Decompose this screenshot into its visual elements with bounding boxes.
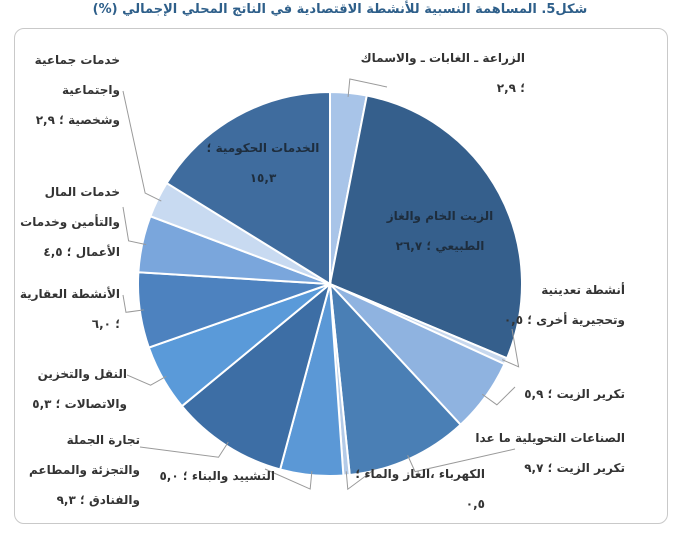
label-government-services: الخدمات الحكومية ؛ ١٥,٣ (206, 141, 320, 185)
label-construction: التشييد والبناء ؛ ٥,٠ (159, 469, 275, 483)
chart-title: شكل5. المساهمة النسبية للأنشطة الاقتصادي… (92, 2, 588, 17)
leader-line (122, 294, 144, 313)
label-trade: تجارة الجملة والتجزئة والمطاعم والفنادق … (29, 433, 140, 507)
label-transport: النقل والتخزين والاتصالات ؛ ٥,٣ (32, 367, 127, 411)
leader-line (345, 468, 376, 491)
leader-line (264, 468, 313, 490)
label-electricity: الكهرباء ،الغاز والماء ؛ ٠,٥ (355, 467, 485, 511)
label-oil-refining: تكرير الزيت ؛ ٥,٩ (524, 387, 625, 401)
leader-line (126, 374, 167, 386)
label-mining-other: أنشطة تعدينية وتحجيرية أخرى ؛ ٠,٥ (503, 283, 625, 327)
pie-slice (165, 90, 331, 286)
leader-line (407, 448, 516, 473)
leader-line (122, 206, 147, 246)
leader-line (122, 90, 162, 202)
label-crude-oil-gas: الزيت الخام والغاز الطبيعي ؛ ٢٦,٧ (386, 209, 494, 253)
label-real-estate: الأنشطة العقارية ؛ ٦,٠ (19, 287, 120, 331)
chart-frame: الزراعة ـ الغابات ـ والاسماك ؛ ٢,٩ الزيت… (14, 28, 668, 524)
pie-chart (122, 78, 523, 491)
leader-line (347, 78, 388, 97)
leader-line (501, 328, 520, 368)
leader-line (481, 386, 516, 406)
leader-line (139, 441, 229, 458)
label-agriculture: الزراعة ـ الغابات ـ والاسماك ؛ ٢,٩ (360, 51, 525, 95)
label-manufacturing: الصناعات التحويلية ما عدا تكرير الزيت ؛ … (475, 431, 625, 475)
label-community-services: خدمات جماعية واجتماعية وشخصية ؛ ٢,٩ (34, 53, 120, 127)
label-finance: خدمات المال والتأمين وخدمات الأعمال ؛ ٤,… (20, 185, 120, 259)
pie-slice (328, 94, 523, 360)
